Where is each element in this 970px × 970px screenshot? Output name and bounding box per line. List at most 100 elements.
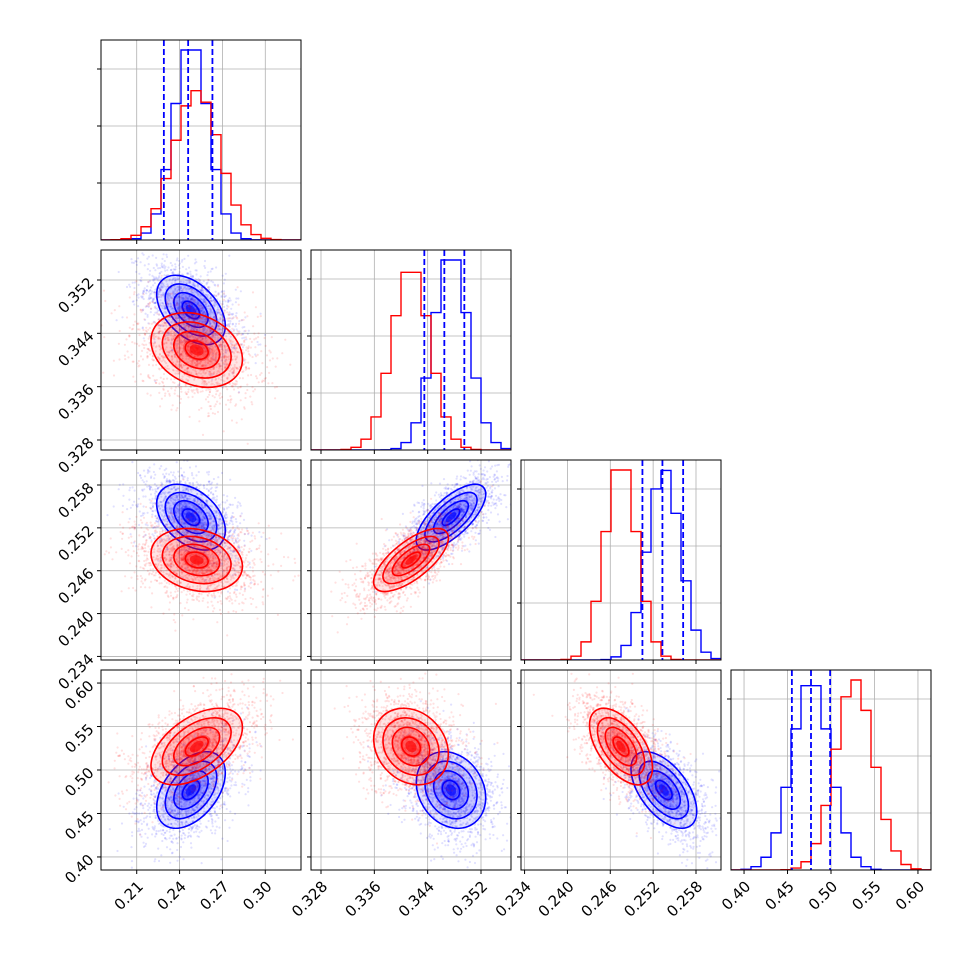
scatter-point	[216, 308, 219, 311]
scatter-point	[235, 380, 239, 383]
scatter-point	[179, 298, 182, 302]
scatter-point	[195, 291, 198, 294]
scatter-point	[201, 334, 205, 337]
scatter-point	[216, 370, 219, 373]
scatter-point	[177, 304, 180, 307]
scatter-point	[194, 332, 197, 335]
scatter-point	[193, 326, 196, 329]
scatter-point	[166, 377, 169, 380]
scatter-point	[218, 328, 221, 331]
scatter-point	[173, 381, 176, 384]
scatter-point	[210, 299, 213, 302]
scatter-point	[175, 303, 178, 306]
scatter-point	[197, 470, 200, 474]
scatter-point	[189, 298, 193, 301]
panel-1-1	[307, 249, 512, 454]
scatter-point	[207, 305, 210, 308]
scatter-point	[143, 264, 146, 267]
scatter-point	[221, 395, 224, 399]
scatter-point	[147, 337, 150, 340]
scatter-point	[225, 307, 229, 310]
scatter-point	[173, 268, 176, 271]
scatter-point	[207, 286, 210, 289]
scatter-point	[241, 370, 244, 374]
scatter-point	[231, 523, 234, 526]
scatter-point	[194, 315, 198, 318]
scatter-point	[226, 377, 229, 380]
scatter-point	[226, 301, 230, 304]
scatter-point	[188, 304, 191, 307]
scatter-point	[248, 367, 251, 370]
scatter-point	[160, 324, 163, 327]
scatter-point	[181, 350, 184, 353]
scatter-point	[148, 302, 151, 305]
scatter-point	[207, 294, 210, 297]
scatter-point	[164, 307, 167, 310]
scatter-point	[234, 349, 237, 352]
scatter-point	[202, 289, 205, 292]
scatter-point	[252, 325, 255, 328]
scatter-point	[204, 372, 207, 375]
scatter-point	[202, 326, 206, 329]
scatter-point	[220, 378, 223, 381]
scatter-point	[223, 295, 226, 298]
scatter-point	[198, 303, 201, 307]
scatter-point	[135, 504, 138, 507]
scatter-point	[180, 340, 183, 343]
scatter-point	[193, 285, 196, 288]
scatter-point	[307, 319, 309, 321]
scatter-point	[137, 359, 140, 363]
scatter-point	[147, 298, 150, 301]
scatter-point	[179, 287, 183, 290]
scatter-point	[226, 499, 229, 502]
scatter-point	[189, 281, 192, 285]
scatter-point	[216, 312, 219, 315]
scatter-point	[190, 298, 193, 301]
scatter-point	[201, 338, 204, 341]
scatter-point	[176, 289, 179, 293]
scatter-point	[172, 290, 175, 293]
scatter-point	[196, 360, 199, 363]
scatter-point	[179, 327, 182, 331]
scatter-point	[152, 320, 155, 323]
scatter-point	[156, 277, 159, 280]
scatter-point	[128, 335, 131, 338]
scatter-point	[187, 366, 190, 369]
scatter-point	[151, 488, 154, 491]
scatter-point	[209, 321, 212, 324]
scatter-point	[185, 302, 188, 306]
scatter-point	[179, 306, 182, 309]
scatter-point	[210, 345, 213, 348]
scatter-point	[174, 317, 177, 320]
scatter-point	[205, 383, 208, 386]
scatter-point	[217, 308, 220, 311]
scatter-point	[208, 370, 211, 373]
scatter-point	[217, 504, 220, 507]
scatter-point	[184, 307, 187, 310]
scatter-point	[145, 330, 148, 333]
scatter-point	[197, 311, 200, 314]
scatter-point	[241, 337, 244, 340]
scatter-point	[132, 453, 134, 455]
scatter-point	[231, 323, 234, 326]
scatter-point	[132, 586, 135, 590]
scatter-point	[246, 347, 249, 350]
scatter-point	[222, 341, 225, 344]
scatter-point	[199, 339, 202, 342]
scatter-point	[147, 349, 151, 352]
scatter-point	[163, 274, 166, 277]
scatter-point	[141, 358, 145, 361]
scatter-point	[199, 361, 202, 364]
scatter-point	[229, 395, 232, 398]
scatter-point	[208, 346, 211, 349]
scatter-point	[205, 364, 208, 367]
scatter-point	[154, 494, 157, 497]
scatter-point	[243, 311, 246, 314]
scatter-point	[202, 291, 205, 294]
scatter-point	[195, 481, 198, 484]
scatter-point	[152, 321, 155, 324]
scatter-point	[182, 307, 186, 310]
scatter-point	[197, 278, 200, 281]
scatter-point	[232, 535, 236, 538]
scatter-point	[146, 355, 149, 358]
